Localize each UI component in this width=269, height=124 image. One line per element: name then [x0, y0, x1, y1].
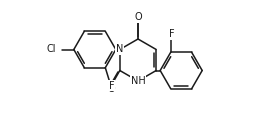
Text: NH: NH — [131, 76, 145, 86]
Text: O: O — [134, 12, 142, 22]
Text: Cl: Cl — [46, 45, 56, 55]
Text: F: F — [108, 81, 114, 91]
Text: F: F — [169, 29, 175, 39]
Text: N: N — [116, 45, 123, 55]
Text: O: O — [107, 84, 115, 94]
